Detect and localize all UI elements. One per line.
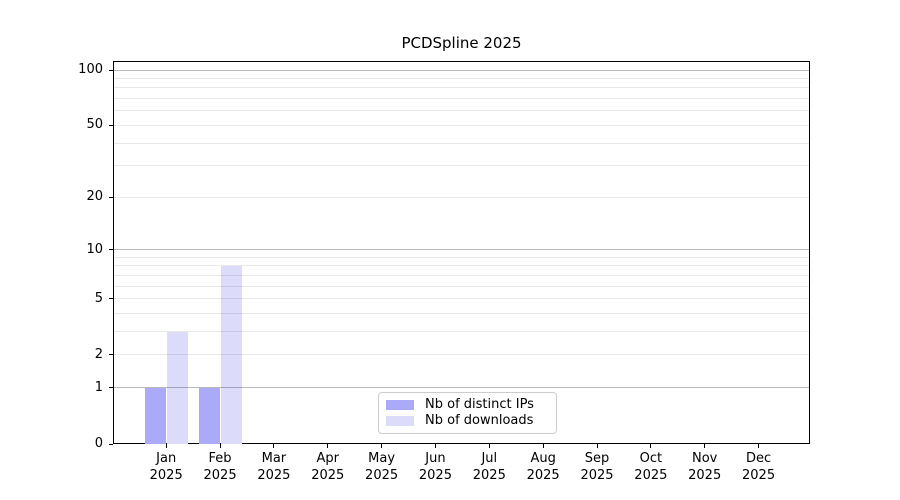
legend-item: Nb of downloads <box>386 413 548 429</box>
legend-label: Nb of distinct IPs <box>425 397 534 412</box>
x-tick-label: Aug 2025 <box>511 450 575 484</box>
x-tick-label: Nov 2025 <box>673 450 737 484</box>
gridline <box>113 298 810 300</box>
x-tick-month: Oct <box>639 451 663 466</box>
x-tick-label: Jun 2025 <box>403 450 467 484</box>
x-tick-label: Dec 2025 <box>727 450 791 484</box>
legend: Nb of distinct IPs Nb of downloads <box>378 392 557 434</box>
x-tick-month: Nov <box>692 451 718 466</box>
x-tick-label: Apr 2025 <box>296 450 360 484</box>
gridline <box>113 87 810 89</box>
x-tick-mark <box>273 444 275 448</box>
y-tick-label: 20 <box>86 189 103 205</box>
y-tick-label: 50 <box>86 117 103 133</box>
gridline <box>113 98 810 100</box>
gridline <box>113 387 810 389</box>
x-tick-year: 2025 <box>472 468 506 483</box>
gridline <box>113 265 810 267</box>
y-tick-label: 1 <box>94 379 103 395</box>
x-tick-mark <box>219 444 221 448</box>
bar <box>220 265 242 444</box>
x-tick-month: Jul <box>481 451 498 466</box>
x-tick-mark <box>596 444 598 448</box>
bar <box>198 387 220 444</box>
gridline <box>113 69 810 71</box>
chart-title: PCDSpline 2025 <box>401 34 522 52</box>
gridline <box>113 142 810 144</box>
x-tick-label: Jul 2025 <box>457 450 521 484</box>
x-tick-label: May 2025 <box>350 450 414 484</box>
bar <box>166 331 188 444</box>
y-tick-label: 2 <box>94 346 103 362</box>
x-tick-mark <box>488 444 490 448</box>
x-tick-year: 2025 <box>526 468 560 483</box>
gridline <box>113 331 810 333</box>
x-tick-mark <box>542 444 544 448</box>
y-tick-label: 10 <box>86 241 103 257</box>
x-tick-month: Feb <box>208 451 232 466</box>
x-tick-year: 2025 <box>418 468 452 483</box>
x-tick-label: Mar 2025 <box>242 450 306 484</box>
x-tick-month: Apr <box>316 451 340 466</box>
x-tick-year: 2025 <box>742 468 776 483</box>
y-tick-label: 5 <box>94 290 103 306</box>
y-tick-mark <box>109 387 113 389</box>
x-tick-month: May <box>368 451 396 466</box>
gridline <box>113 313 810 315</box>
x-tick-mark <box>381 444 383 448</box>
legend-label: Nb of downloads <box>425 413 534 428</box>
gridline <box>113 285 810 287</box>
y-tick-mark <box>109 354 113 356</box>
y-tick-label: 0 <box>94 436 103 451</box>
x-tick-label: Jan 2025 <box>134 450 198 484</box>
x-tick-month: Dec <box>745 451 772 466</box>
x-tick-year: 2025 <box>634 468 668 483</box>
x-tick-year: 2025 <box>203 468 237 483</box>
y-tick-mark <box>109 443 113 445</box>
x-tick-mark <box>327 444 329 448</box>
y-tick-mark <box>109 196 113 198</box>
gridline <box>113 196 810 198</box>
legend-swatch <box>386 400 414 410</box>
gridline <box>113 256 810 258</box>
x-tick-year: 2025 <box>257 468 291 483</box>
gridline <box>113 165 810 167</box>
gridline <box>113 124 810 126</box>
x-tick-label: Feb 2025 <box>188 450 252 484</box>
gridline <box>113 275 810 277</box>
x-tick-month: Aug <box>530 451 556 466</box>
y-tick-mark <box>109 69 113 71</box>
gridline <box>113 249 810 251</box>
x-tick-label: Oct 2025 <box>619 450 683 484</box>
x-tick-year: 2025 <box>580 468 614 483</box>
y-tick-mark <box>109 124 113 126</box>
x-tick-mark <box>758 444 760 448</box>
x-tick-year: 2025 <box>688 468 722 483</box>
gridline <box>113 78 810 80</box>
bar <box>144 387 166 444</box>
x-tick-label: Sep 2025 <box>565 450 629 484</box>
legend-item: Nb of distinct IPs <box>386 397 548 413</box>
x-tick-month: Jun <box>425 451 446 466</box>
x-tick-month: Mar <box>261 451 287 466</box>
x-tick-year: 2025 <box>311 468 345 483</box>
y-tick-label: 100 <box>78 62 103 78</box>
x-tick-mark <box>650 444 652 448</box>
x-tick-month: Jan <box>156 451 177 466</box>
gridline <box>113 354 810 356</box>
x-tick-year: 2025 <box>149 468 183 483</box>
x-tick-mark <box>704 444 706 448</box>
y-tick-mark <box>109 249 113 251</box>
x-tick-month: Sep <box>584 451 610 466</box>
x-tick-mark <box>434 444 436 448</box>
gridline <box>113 110 810 112</box>
y-tick-mark <box>109 298 113 300</box>
x-tick-year: 2025 <box>365 468 399 483</box>
x-tick-mark <box>165 444 167 448</box>
legend-swatch <box>386 416 414 426</box>
